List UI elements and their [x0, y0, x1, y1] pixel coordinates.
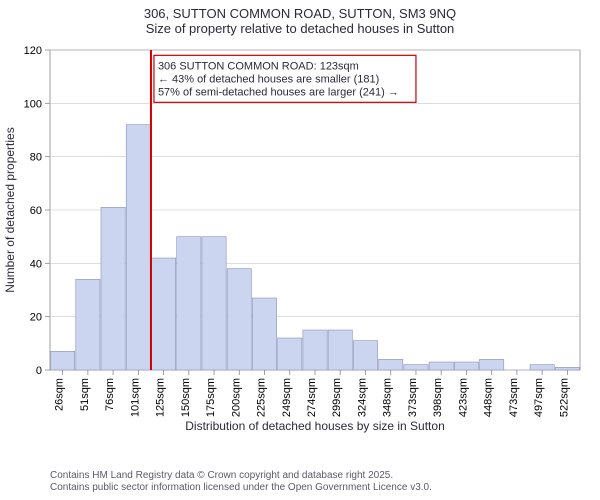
x-tick-label: 423sqm [457, 378, 469, 417]
x-tick-label: 175sqm [205, 378, 217, 417]
bar [278, 338, 302, 370]
bars [51, 125, 580, 370]
bar [429, 362, 453, 370]
bar [379, 359, 403, 370]
bar [404, 365, 428, 370]
y-tick-label: 60 [30, 205, 42, 217]
chart-area: 0 20 40 60 80 100 120 26sqm 51sqm 76sqm 101sqm 125s… [0, 40, 600, 440]
y-tick-label: 80 [30, 152, 42, 164]
bar [480, 359, 504, 370]
x-tick-label: 249sqm [281, 378, 293, 417]
bar [303, 330, 327, 370]
y-tick-label: 20 [30, 312, 42, 324]
bar [555, 367, 579, 370]
bar [227, 269, 251, 370]
annotation-line: 306 SUTTON COMMON ROAD: 123sqm [158, 60, 359, 72]
annotation-line: 57% of semi-detached houses are larger (… [158, 86, 399, 98]
bar [51, 351, 75, 370]
x-tick-label: 473sqm [508, 378, 520, 417]
x-tick-label: 225sqm [256, 378, 268, 417]
x-tick-label: 299sqm [331, 378, 343, 417]
x-tick-label: 522sqm [558, 378, 570, 417]
x-tick-label: 51sqm [79, 378, 91, 411]
x-tick-label: 101sqm [129, 378, 141, 417]
y-tick-label: 100 [24, 98, 42, 110]
attribution-line-2: Contains public sector information licen… [50, 482, 432, 494]
bar [328, 330, 352, 370]
bar [353, 341, 377, 370]
title-line-1: 306, SUTTON COMMON ROAD, SUTTON, SM3 9NQ [0, 6, 600, 21]
y-tick-label: 0 [36, 365, 42, 377]
bar [177, 237, 201, 370]
x-tick-label: 324sqm [356, 378, 368, 417]
bar [530, 365, 554, 370]
attribution: Contains HM Land Registry data © Crown c… [50, 470, 432, 494]
y-tick-label: 120 [24, 45, 42, 57]
y-tick-label: 40 [30, 258, 42, 270]
x-tick-label: 125sqm [155, 378, 167, 417]
histogram-svg: 0 20 40 60 80 100 120 26sqm 51sqm 76sqm 101sqm 125s… [0, 40, 600, 440]
bar [101, 207, 125, 370]
bar [454, 362, 478, 370]
x-tick-label: 274sqm [306, 378, 318, 417]
x-tick-label: 348sqm [382, 378, 394, 417]
x-tick-label: 76sqm [104, 378, 116, 411]
bar [202, 237, 226, 370]
x-tick-label: 150sqm [180, 378, 192, 417]
x-axis-label: Distribution of detached houses by size … [185, 419, 445, 433]
x-tick-label: 26sqm [54, 378, 66, 411]
x-tick-label: 200sqm [230, 378, 242, 417]
bar [76, 279, 100, 370]
attribution-line-1: Contains HM Land Registry data © Crown c… [50, 470, 432, 482]
x-tick-label: 373sqm [407, 378, 419, 417]
x-tick-label: 497sqm [533, 378, 545, 417]
title-block: 306, SUTTON COMMON ROAD, SUTTON, SM3 9NQ… [0, 0, 600, 36]
annotation-line: ← 43% of detached houses are smaller (18… [158, 73, 379, 85]
bar [252, 298, 276, 370]
x-tick-label: 448sqm [483, 378, 495, 417]
x-tick-label: 398sqm [432, 378, 444, 417]
bar [151, 258, 175, 370]
bar [126, 125, 150, 370]
title-line-2: Size of property relative to detached ho… [0, 21, 600, 36]
y-axis-label: Number of detached properties [3, 127, 17, 292]
